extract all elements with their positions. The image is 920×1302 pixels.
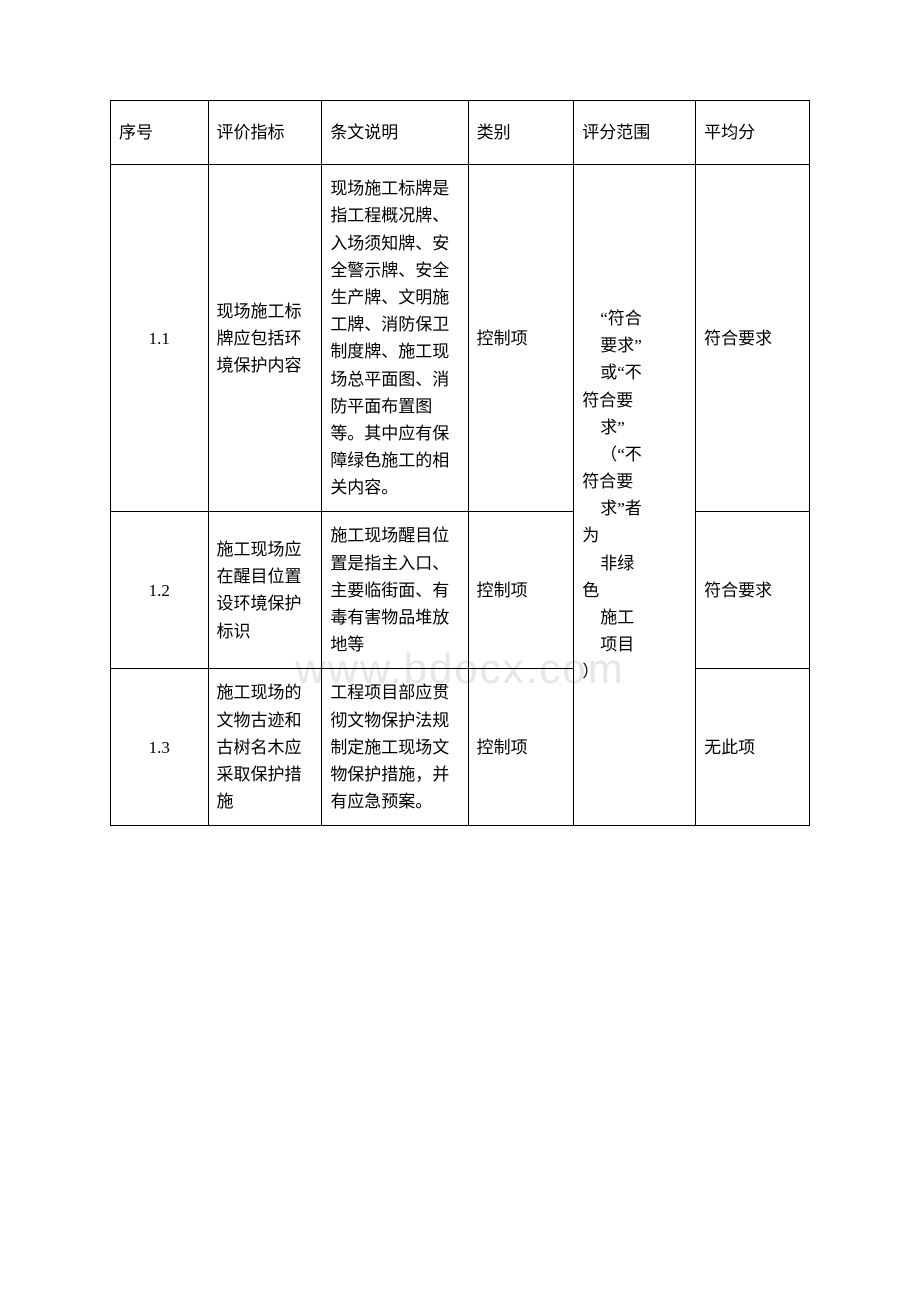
- cell-category: 控制项: [468, 512, 574, 669]
- table-header-row: 序号 评价指标 条文说明 类别 评分范围 平均分: [111, 101, 810, 165]
- cell-category: 控制项: [468, 669, 574, 826]
- cell-indicator: 施工现场的文物古迹和古树名木应采取保护措施: [208, 669, 322, 826]
- cell-explanation: 现场施工标牌是指工程概况牌、入场须知牌、安全警示牌、安全生产牌、文明施工牌、消防…: [322, 165, 468, 512]
- cell-id: 1.2: [111, 512, 209, 669]
- cell-id: 1.1: [111, 165, 209, 512]
- cell-avg: 符合要求: [696, 165, 810, 512]
- header-seq: 序号: [111, 101, 209, 165]
- table-container: 序号 评价指标 条文说明 类别 评分范围 平均分 1.1 现场施工标牌应包括环境…: [110, 100, 810, 826]
- evaluation-table: 序号 评价指标 条文说明 类别 评分范围 平均分 1.1 现场施工标牌应包括环境…: [110, 100, 810, 826]
- cell-id: 1.3: [111, 669, 209, 826]
- table-row: 1.1 现场施工标牌应包括环境保护内容 现场施工标牌是指工程概况牌、入场须知牌、…: [111, 165, 810, 512]
- table-row: 1.2 施工现场应在醒目位置设环境保护标识 施工现场醒目位置是指主入口、主要临街…: [111, 512, 810, 669]
- header-category: 类别: [468, 101, 574, 165]
- cell-explanation: 工程项目部应贯彻文物保护法规制定施工现场文物保护措施，并有应急预案。: [322, 669, 468, 826]
- header-avg: 平均分: [696, 101, 810, 165]
- cell-score-range: “符合 要求” 或“不 符合要 求” （“不 符合要 求”者 为 非绿 色 施工…: [574, 165, 696, 826]
- header-indicator: 评价指标: [208, 101, 322, 165]
- header-explanation: 条文说明: [322, 101, 468, 165]
- cell-category: 控制项: [468, 165, 574, 512]
- cell-indicator: 施工现场应在醒目位置设环境保护标识: [208, 512, 322, 669]
- cell-explanation: 施工现场醒目位置是指主入口、主要临街面、有毒有害物品堆放地等: [322, 512, 468, 669]
- table-row: 1.3 施工现场的文物古迹和古树名木应采取保护措施 工程项目部应贯彻文物保护法规…: [111, 669, 810, 826]
- cell-avg: 无此项: [696, 669, 810, 826]
- cell-indicator: 现场施工标牌应包括环境保护内容: [208, 165, 322, 512]
- header-score-range: 评分范围: [574, 101, 696, 165]
- cell-avg: 符合要求: [696, 512, 810, 669]
